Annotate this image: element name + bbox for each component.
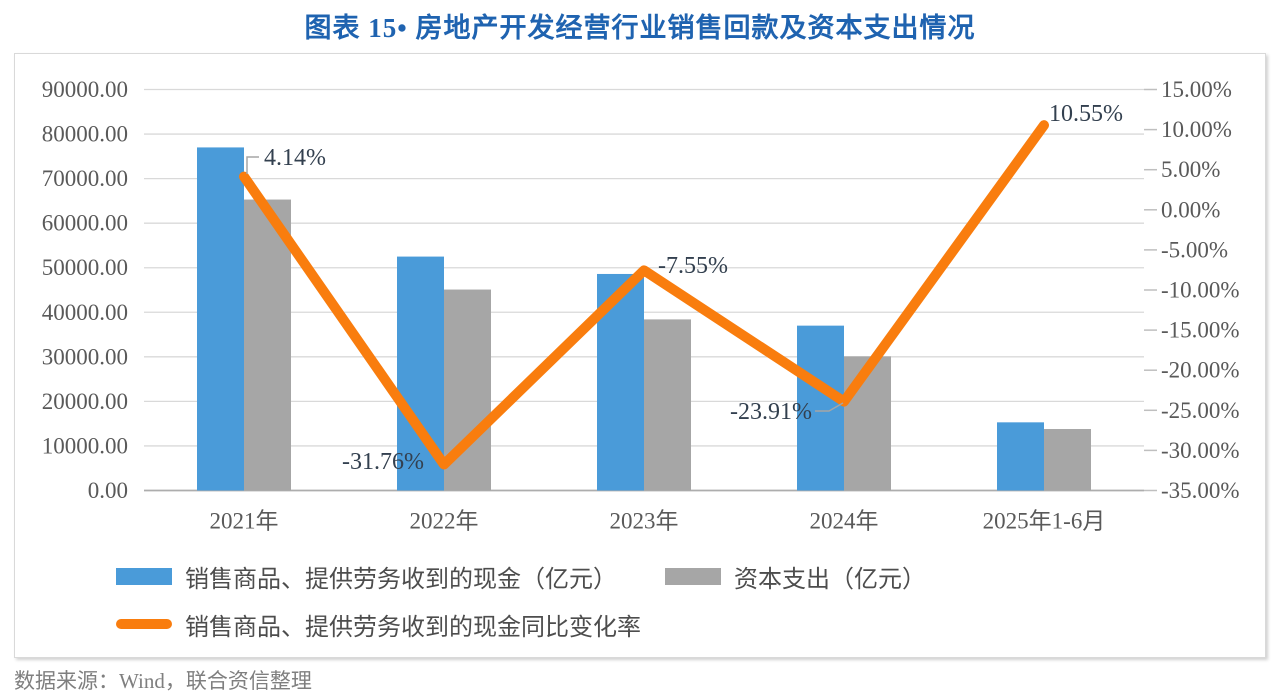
svg-text:5.00%: 5.00% — [1161, 157, 1220, 182]
legend-row-1: 销售商品、提供劳务收到的现金（亿元） 资本支出（亿元） — [116, 560, 926, 593]
svg-text:40000.00: 40000.00 — [42, 300, 128, 325]
svg-text:0.00%: 0.00% — [1161, 197, 1220, 222]
svg-text:-35.00%: -35.00% — [1161, 478, 1240, 503]
svg-text:-15.00%: -15.00% — [1161, 318, 1240, 343]
bars — [197, 147, 1091, 491]
svg-text:90000.00: 90000.00 — [42, 77, 128, 102]
svg-text:2021年: 2021年 — [210, 509, 279, 534]
svg-text:-5.00%: -5.00% — [1161, 237, 1228, 262]
bar-gray-0 — [244, 199, 291, 491]
svg-text:10000.00: 10000.00 — [42, 433, 128, 458]
x-axis-labels: 2021年 2022年 2023年 2024年 2025年1-6月 — [210, 509, 1106, 534]
svg-text:80000.00: 80000.00 — [42, 122, 128, 147]
bar-gray-4 — [1044, 429, 1091, 491]
svg-text:2022年: 2022年 — [410, 509, 479, 534]
legend-label-capex: 资本支出（亿元） — [734, 566, 926, 593]
svg-text:30000.00: 30000.00 — [42, 344, 128, 369]
label-leader-line — [815, 402, 844, 412]
bar-gray-3 — [844, 356, 891, 491]
right-axis: 15.00% 10.00% 5.00% 0.00% -5.00% -10.00% -15.0… — [1144, 77, 1240, 503]
legend-row-2: 销售商品、提供劳务收到的现金同比变化率 — [116, 608, 926, 641]
svg-text:-25.00%: -25.00% — [1161, 398, 1240, 423]
legend-swatch-yoy-line — [116, 619, 172, 629]
data-source-note: 数据来源：Wind，联合资信整理 — [14, 669, 312, 693]
svg-text:0.00: 0.00 — [88, 478, 128, 503]
bar-gray-2 — [644, 319, 691, 491]
bar-blue-4 — [997, 422, 1044, 491]
point-label-4: 10.55% — [1049, 101, 1123, 127]
legend-label-sales-cash: 销售商品、提供劳务收到的现金（亿元） — [185, 566, 617, 593]
chart-panel: 90000.00 80000.00 70000.00 60000.00 50000.00… — [14, 53, 1266, 658]
svg-text:-20.00%: -20.00% — [1161, 358, 1240, 383]
legend-swatch-sales-cash — [116, 567, 172, 585]
label-leader-line — [246, 156, 259, 174]
svg-text:20000.00: 20000.00 — [42, 389, 128, 414]
svg-text:2024年: 2024年 — [810, 509, 879, 534]
figure-title: 图表 15• 房地产开发经营行业销售回款及资本支出情况 — [304, 13, 976, 43]
svg-text:2025年1-6月: 2025年1-6月 — [983, 509, 1106, 534]
svg-text:-10.00%: -10.00% — [1161, 278, 1240, 303]
svg-text:-30.00%: -30.00% — [1161, 438, 1240, 463]
svg-text:50000.00: 50000.00 — [42, 255, 128, 280]
svg-text:15.00%: 15.00% — [1161, 77, 1232, 102]
legend-swatch-capex — [665, 567, 721, 585]
svg-text:70000.00: 70000.00 — [42, 166, 128, 191]
point-label-0: 4.14% — [264, 145, 326, 171]
bar-blue-3 — [797, 325, 844, 491]
bar-blue-0 — [197, 147, 244, 491]
svg-text:60000.00: 60000.00 — [42, 211, 128, 236]
point-label-3: -23.91% — [730, 399, 812, 425]
legend: 销售商品、提供劳务收到的现金（亿元） 资本支出（亿元） 销售商品、提供劳务收到的… — [116, 560, 926, 656]
svg-text:2023年: 2023年 — [610, 509, 679, 534]
point-label-1: -31.76% — [342, 449, 424, 475]
trend-line — [239, 120, 1049, 470]
svg-text:10.00%: 10.00% — [1161, 117, 1232, 142]
point-label-2: -7.55% — [658, 253, 728, 279]
chart-svg: 90000.00 80000.00 70000.00 60000.00 50000.00… — [42, 77, 1240, 534]
legend-label-yoy-line: 销售商品、提供劳务收到的现金同比变化率 — [185, 614, 641, 641]
data-labels: 4.14% -31.76% -7.55% -23.91% 10.55% — [246, 101, 1123, 475]
